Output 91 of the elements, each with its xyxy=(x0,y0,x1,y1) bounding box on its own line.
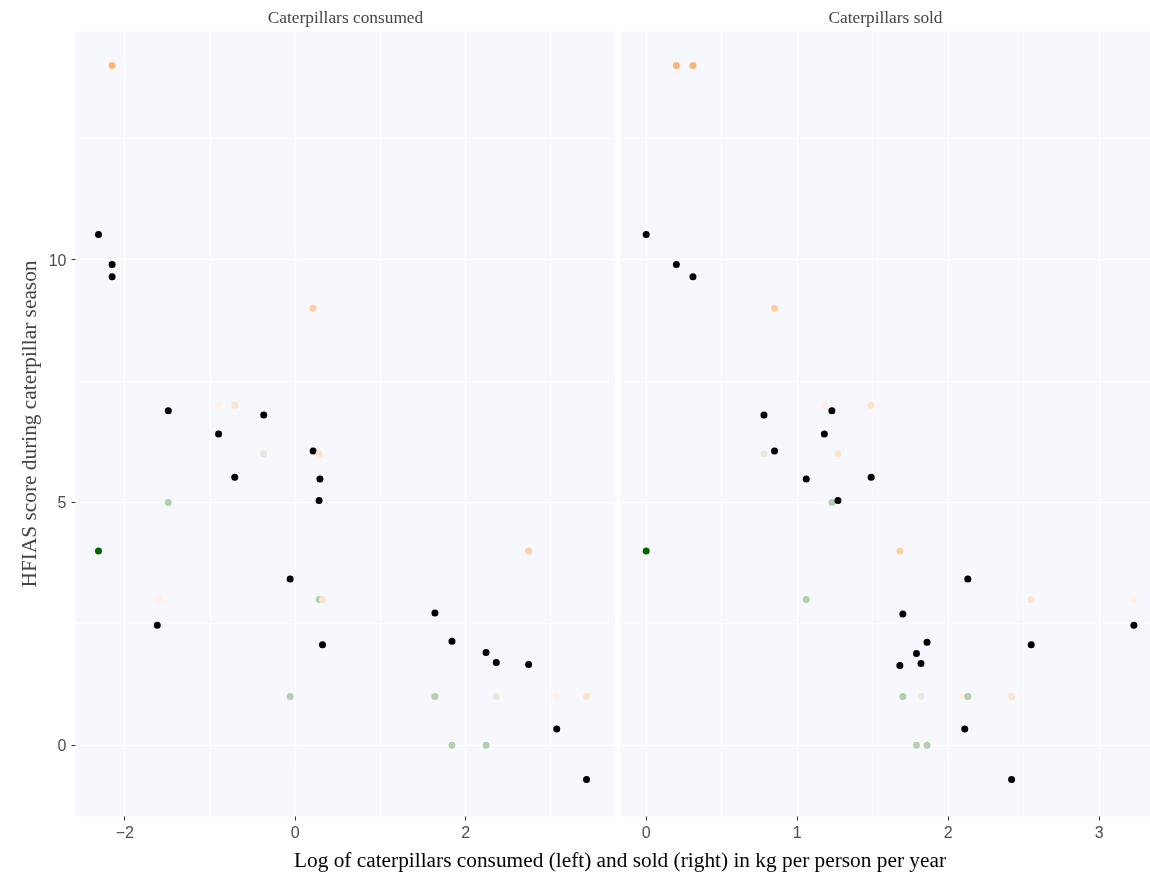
point xyxy=(95,547,102,555)
point xyxy=(912,741,920,749)
point xyxy=(431,609,439,617)
point xyxy=(672,261,680,269)
x-tick-label: 0 xyxy=(641,823,651,841)
point xyxy=(231,401,239,409)
point xyxy=(896,547,904,555)
y-tick-label: 0 xyxy=(57,737,67,755)
point xyxy=(448,637,456,645)
point xyxy=(492,693,500,701)
point xyxy=(672,61,680,69)
point xyxy=(828,407,836,415)
point xyxy=(431,693,439,701)
point xyxy=(482,648,490,656)
point xyxy=(153,621,161,629)
point xyxy=(260,411,268,419)
point xyxy=(482,741,490,749)
point xyxy=(108,261,116,269)
point xyxy=(553,693,561,701)
point xyxy=(525,661,533,669)
chart-title: Caterpillars sold xyxy=(828,7,943,27)
point xyxy=(917,693,925,701)
point xyxy=(315,450,323,458)
point xyxy=(583,693,591,701)
chart-title: Caterpillars consumed xyxy=(267,7,424,27)
point xyxy=(316,475,324,483)
point xyxy=(689,273,697,281)
point xyxy=(164,407,172,415)
point xyxy=(802,475,810,483)
point xyxy=(309,304,317,312)
point xyxy=(108,61,116,69)
x-tick-label: 3 xyxy=(1094,823,1104,841)
point xyxy=(492,659,500,667)
point xyxy=(319,641,326,649)
point xyxy=(964,693,972,701)
point xyxy=(231,473,239,481)
point xyxy=(834,450,842,458)
x-tick-label: −2 xyxy=(115,823,135,841)
point xyxy=(155,596,163,603)
point xyxy=(828,498,836,506)
point xyxy=(802,596,810,603)
point xyxy=(1027,596,1035,603)
point xyxy=(771,304,779,312)
point xyxy=(867,473,875,481)
y-axis-title: HFIAS score during caterpillar season xyxy=(16,260,41,588)
x-axis-title: Log of caterpillars consumed (left) and sold (right) in kg per person per year xyxy=(293,847,947,874)
point xyxy=(964,575,972,583)
point xyxy=(286,575,294,583)
point xyxy=(923,638,931,646)
point xyxy=(215,401,223,409)
y-tick-label: 10 xyxy=(48,251,67,269)
point xyxy=(896,662,904,670)
point xyxy=(899,693,907,701)
point xyxy=(319,596,326,603)
x-tick-label: 1 xyxy=(792,823,802,841)
x-tick-label: 2 xyxy=(943,823,953,841)
point xyxy=(771,447,779,455)
point xyxy=(164,498,172,506)
point xyxy=(448,741,456,749)
point xyxy=(553,725,561,733)
x-tick-label: 0 xyxy=(290,823,300,841)
point xyxy=(286,693,294,701)
point xyxy=(642,547,650,555)
point xyxy=(760,411,768,419)
point xyxy=(1027,641,1035,649)
point xyxy=(689,61,697,69)
point xyxy=(820,401,828,409)
x-tick-label: 2 xyxy=(461,823,471,841)
point xyxy=(309,447,317,455)
point xyxy=(961,725,969,733)
point xyxy=(1130,596,1138,603)
point xyxy=(1008,693,1016,701)
point xyxy=(1130,621,1138,629)
point xyxy=(525,547,533,555)
point xyxy=(899,610,907,618)
point xyxy=(95,230,102,238)
point xyxy=(834,496,842,504)
point xyxy=(867,401,875,409)
point xyxy=(820,430,828,438)
point xyxy=(215,430,223,438)
point xyxy=(1008,776,1016,784)
point xyxy=(583,776,591,784)
point xyxy=(315,496,323,504)
point xyxy=(760,450,768,458)
point xyxy=(642,230,650,238)
point xyxy=(108,273,116,281)
y-tick-label: 5 xyxy=(57,494,67,512)
point xyxy=(923,741,931,749)
point xyxy=(260,450,268,458)
point xyxy=(912,649,920,657)
point xyxy=(917,660,925,668)
